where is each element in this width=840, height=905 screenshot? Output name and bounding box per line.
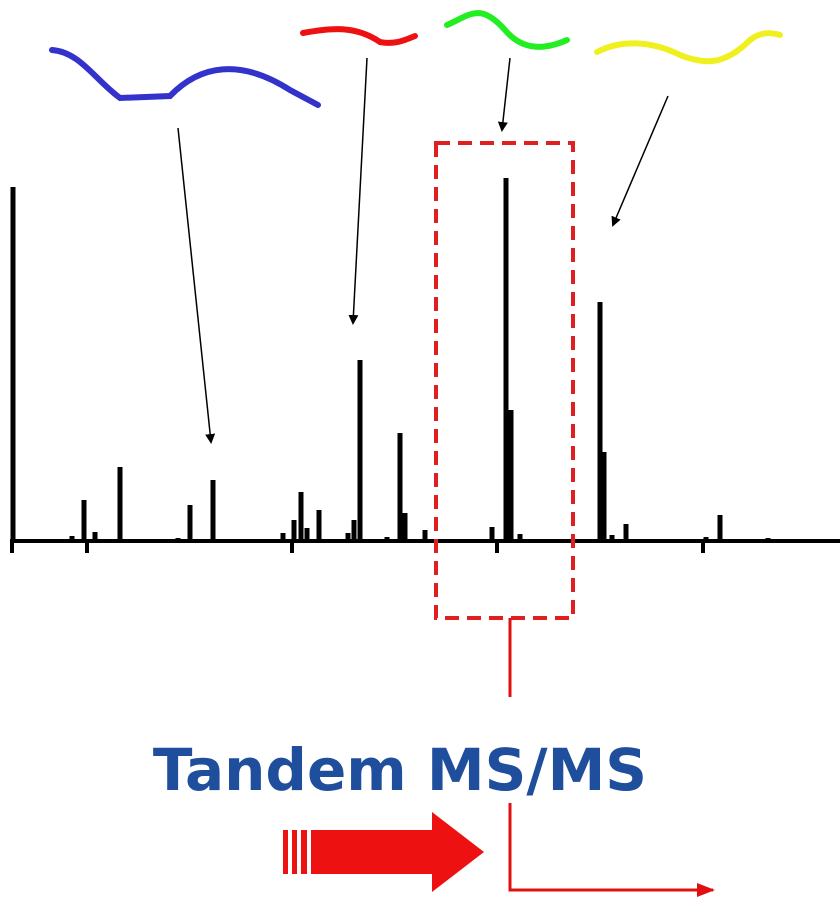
spectrum bbox=[10, 178, 840, 553]
output-arrow bbox=[508, 803, 715, 897]
selection-box bbox=[434, 141, 575, 620]
peptide-yellow bbox=[594, 30, 783, 65]
arrow bbox=[177, 127, 216, 444]
arrow bbox=[611, 95, 669, 227]
peptide-red bbox=[300, 26, 418, 46]
ticks bbox=[10, 541, 705, 553]
arrow bbox=[497, 57, 511, 132]
peptide-green bbox=[444, 10, 570, 50]
arrow bbox=[348, 57, 368, 325]
block-arrow bbox=[283, 812, 484, 892]
peaks bbox=[10, 178, 771, 541]
pointer-arrows bbox=[177, 57, 669, 444]
peptides bbox=[49, 10, 783, 108]
peptide-blue bbox=[49, 47, 321, 108]
label: Tandem MS/MS bbox=[153, 736, 647, 804]
